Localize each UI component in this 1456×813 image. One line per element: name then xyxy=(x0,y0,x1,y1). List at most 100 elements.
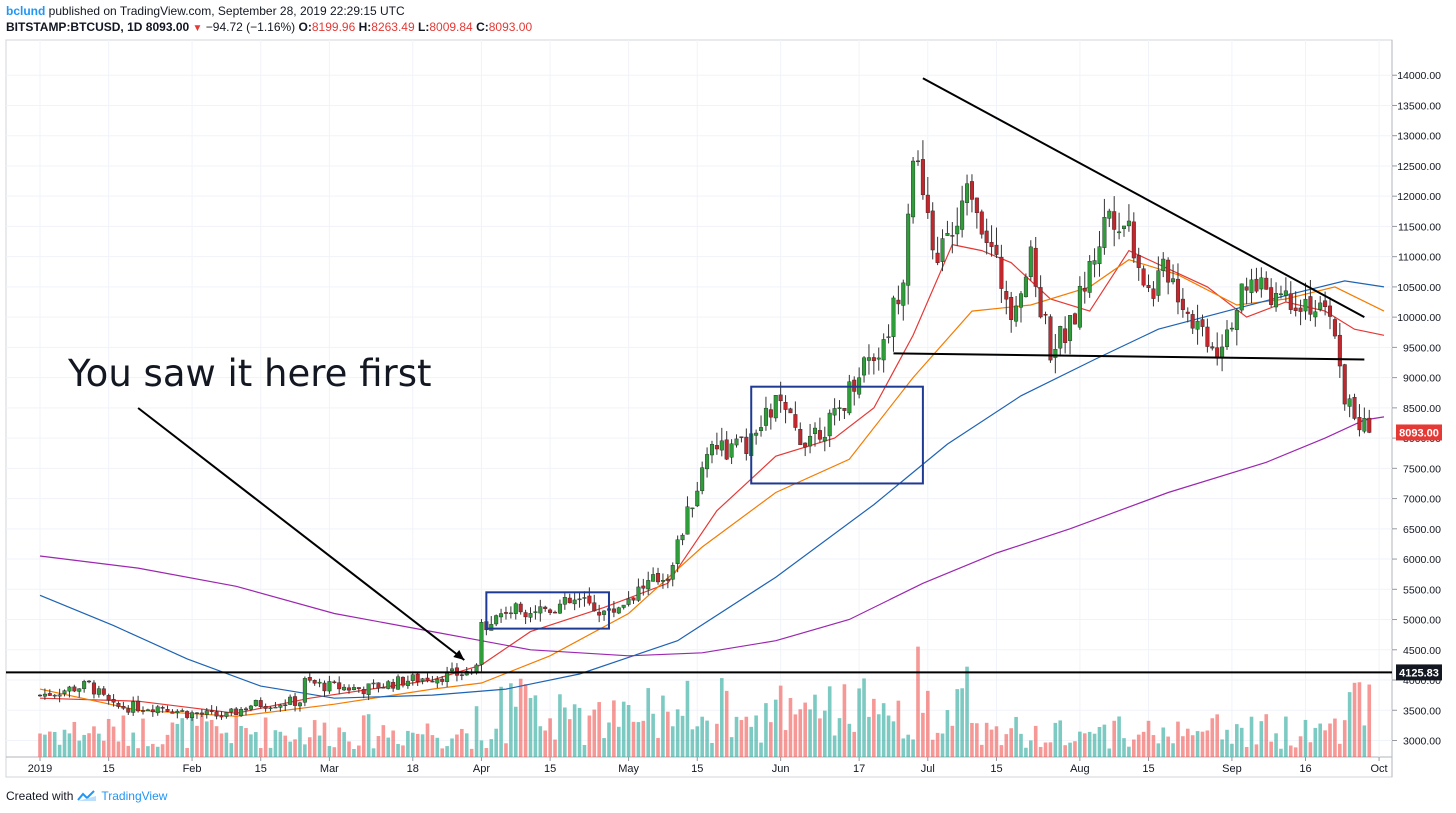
candle-body xyxy=(690,507,695,510)
volume-bar xyxy=(548,718,552,757)
candle-body xyxy=(700,467,705,492)
candle-body xyxy=(651,574,656,582)
candle-body xyxy=(1347,398,1352,407)
volume-bar xyxy=(528,698,533,757)
volume-bar xyxy=(553,739,557,757)
candle-body xyxy=(881,339,886,361)
volume-bar xyxy=(1298,736,1303,757)
volume-bar xyxy=(1318,723,1323,757)
author-link[interactable]: bclund xyxy=(6,4,46,18)
candle-body xyxy=(886,336,891,338)
volume-bar xyxy=(263,717,268,757)
volume-bar xyxy=(636,722,641,757)
candle-body xyxy=(1023,276,1028,298)
volume-bar xyxy=(523,684,528,757)
candle-body xyxy=(101,688,106,695)
candle-body xyxy=(312,680,317,684)
candle-body xyxy=(219,715,224,718)
candle-body xyxy=(1068,315,1073,341)
volume-bar xyxy=(1313,727,1318,757)
candle-body xyxy=(837,407,842,409)
candle-body xyxy=(989,242,994,247)
volume-bar xyxy=(950,725,955,757)
price-axis: 3000.003500.004000.004500.005000.005500.… xyxy=(1392,70,1441,748)
volume-bar xyxy=(352,748,356,757)
price-tick-label: 5500.00 xyxy=(1403,584,1441,596)
time-tick-label: Sep xyxy=(1222,763,1242,775)
candle-body xyxy=(479,622,484,665)
candle-body xyxy=(646,580,651,590)
candle-body xyxy=(611,608,616,613)
candle-body xyxy=(719,440,724,451)
volume-bar xyxy=(288,741,292,757)
candle-body xyxy=(253,699,258,707)
tradingview-brand-link[interactable]: TradingView xyxy=(101,789,168,803)
volume-bar xyxy=(926,690,930,757)
candle-body xyxy=(342,686,347,691)
candle-body xyxy=(1019,293,1024,308)
candle-body xyxy=(234,708,239,716)
volume-bar xyxy=(1338,743,1342,757)
volume-bar xyxy=(734,716,739,757)
volume-bar xyxy=(1200,731,1205,757)
candle-body xyxy=(1293,307,1298,311)
candle-body xyxy=(57,694,62,697)
candle-body xyxy=(577,598,582,601)
volume-bar xyxy=(827,686,832,757)
volume-bar xyxy=(1367,684,1372,757)
volume-bar xyxy=(298,727,302,757)
candle-body xyxy=(204,710,209,715)
candle-body xyxy=(665,578,670,581)
volume-bar xyxy=(965,666,969,757)
candle-body xyxy=(1298,307,1303,312)
candle-body xyxy=(136,700,141,712)
volume-bar xyxy=(1195,731,1200,757)
candlesticks xyxy=(38,140,1372,721)
volume-bar xyxy=(832,735,837,757)
candle-body xyxy=(317,681,322,684)
volume-bar xyxy=(469,748,474,757)
candle-body xyxy=(626,598,631,605)
candle-body xyxy=(915,160,920,163)
candle-body xyxy=(739,436,744,438)
candle-body xyxy=(489,624,494,631)
candle-body xyxy=(82,681,87,689)
volume-bar xyxy=(509,683,513,757)
support-price-tag-bg xyxy=(1396,664,1442,681)
candle-body xyxy=(1239,283,1244,311)
time-tick-label: Apr xyxy=(473,763,490,775)
candle-body xyxy=(1308,296,1313,315)
volume-bar xyxy=(1239,727,1244,757)
candle-body xyxy=(347,687,352,691)
price-tick-label: 3500.00 xyxy=(1403,705,1441,717)
volume-bar xyxy=(450,738,454,757)
candle-body xyxy=(754,432,759,436)
candle-body xyxy=(1077,285,1082,328)
volume-bar xyxy=(1342,720,1347,757)
candle-body xyxy=(965,183,970,203)
volume-bar xyxy=(1244,746,1249,757)
volume-bar xyxy=(773,699,778,757)
candle-body xyxy=(675,539,680,564)
volume-bar xyxy=(141,718,145,757)
time-tick-label: 15 xyxy=(544,763,556,775)
candle-body xyxy=(1151,288,1156,299)
candle-body xyxy=(548,609,553,613)
volume-bar xyxy=(955,689,960,757)
support-price-tag: 4125.83 xyxy=(1396,664,1442,681)
last-price-tag-label: 8093.00 xyxy=(1399,427,1439,439)
volume-bar xyxy=(1274,733,1278,757)
candle-body xyxy=(199,712,204,715)
candle-body xyxy=(307,677,312,681)
volume-bar xyxy=(896,700,901,757)
volume-bar xyxy=(445,746,449,757)
volume-bar xyxy=(1264,714,1269,757)
candle-body xyxy=(1009,296,1014,320)
annotation-arrow-line xyxy=(137,407,465,661)
candle-body xyxy=(969,181,974,200)
candle-body xyxy=(425,677,430,682)
resistance-trendline xyxy=(922,77,1365,319)
candle-body xyxy=(131,701,136,713)
volume-bar xyxy=(474,706,479,757)
